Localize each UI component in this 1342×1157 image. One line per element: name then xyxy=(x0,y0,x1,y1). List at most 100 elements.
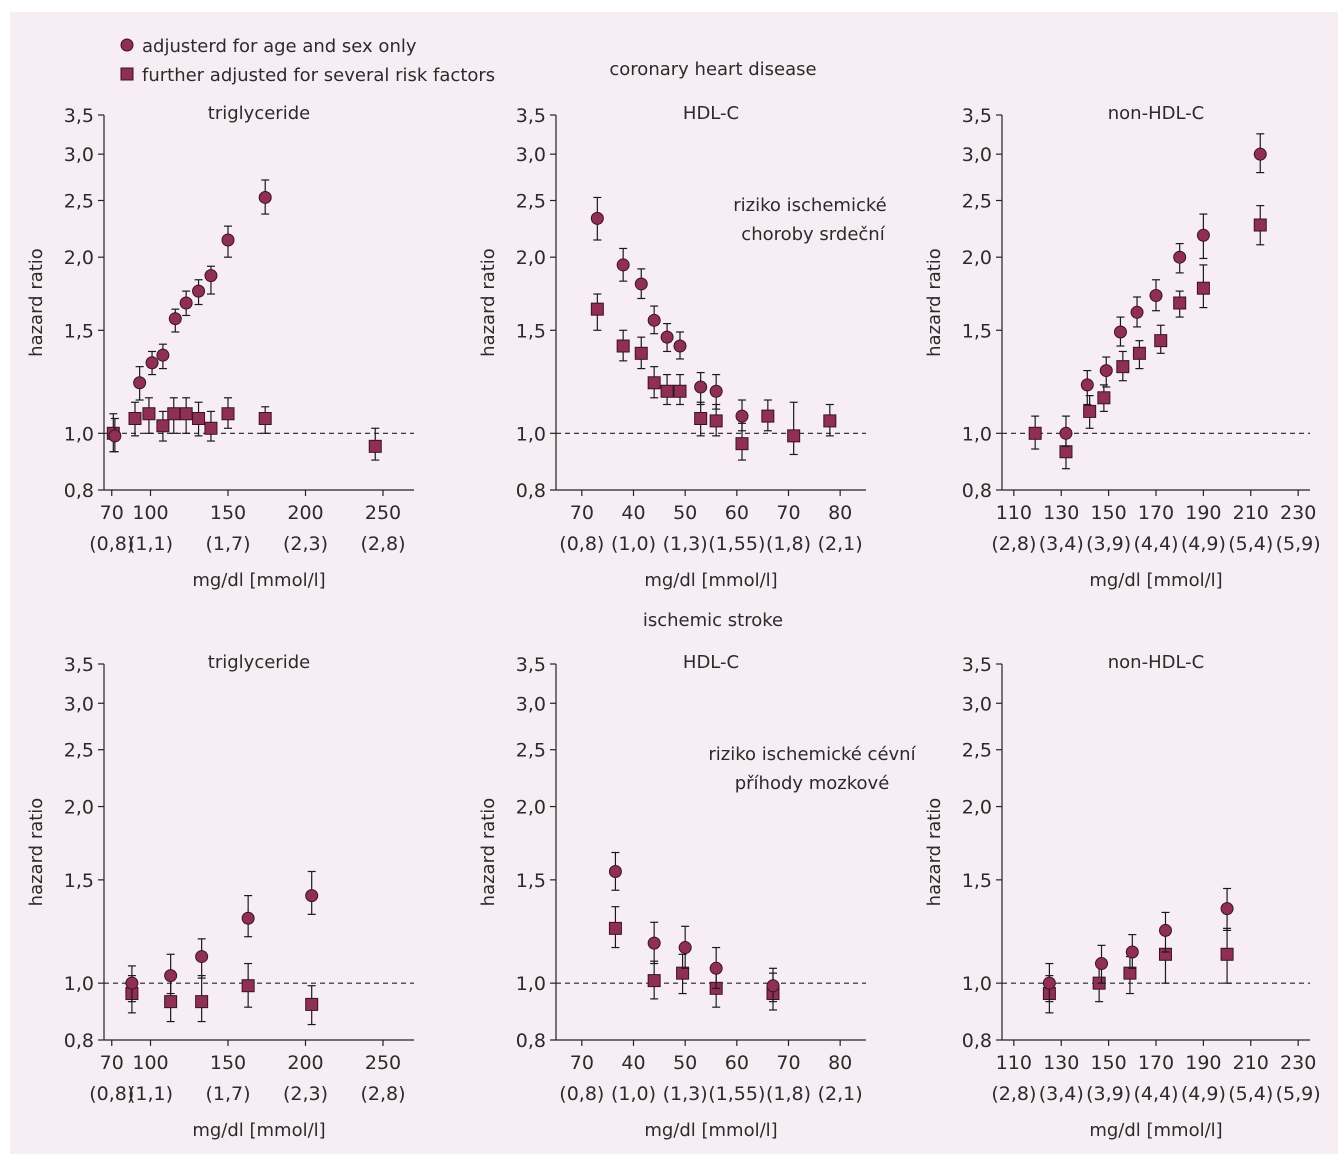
x-tick-sublabel: (4,9) xyxy=(1181,533,1226,555)
annotation-stroke-line1: riziko ischemické cévní xyxy=(708,744,916,765)
data-point-circle xyxy=(205,270,217,282)
data-point-circle xyxy=(710,962,722,974)
data-point-circle xyxy=(1174,251,1186,263)
y-axis-label: hazard ratio xyxy=(26,798,47,907)
panel-title: non-HDL-C xyxy=(1108,103,1205,124)
series-circle xyxy=(126,872,318,1002)
y-tick-label: 3,0 xyxy=(516,693,546,715)
x-tick-label: 70 xyxy=(100,1052,124,1074)
data-point-circle xyxy=(1159,924,1171,936)
x-tick-sublabel: (4,9) xyxy=(1181,1083,1226,1105)
y-tick-label: 2,0 xyxy=(516,247,546,269)
panel-1: 3,5 3,0 2,5 2,0 1,5 1,0 0,8 70 (0,8) 100 (1,1) 150 (… xyxy=(26,103,414,591)
data-point-square xyxy=(1133,347,1145,359)
x-tick-label: 130 xyxy=(1043,1052,1079,1074)
data-point-square xyxy=(736,438,748,450)
data-point-square xyxy=(1084,405,1096,417)
y-axis-label: hazard ratio xyxy=(478,798,499,907)
data-point-square xyxy=(1117,361,1129,373)
legend-square-label: further adjusted for several risk factor… xyxy=(142,65,495,86)
x-tick-label: 70 xyxy=(776,502,800,524)
series-circle xyxy=(609,853,779,1002)
y-axis-label: hazard ratio xyxy=(924,248,945,357)
data-point-square xyxy=(168,408,180,420)
data-point-square xyxy=(259,412,271,424)
panel-2: 3,5 3,0 2,5 2,0 1,5 1,0 0,8 70 (0,8) 40 (1,0) 50 (1,… xyxy=(478,103,866,591)
x-tick-sublabel: (2,3) xyxy=(283,533,328,555)
data-point-circle xyxy=(109,430,121,442)
x-tick-sublabel: (5,9) xyxy=(1276,1083,1321,1105)
data-point-circle xyxy=(661,331,673,343)
data-point-circle xyxy=(609,866,621,878)
x-tick-sublabel: (1,7) xyxy=(205,1083,250,1105)
y-axis-label: hazard ratio xyxy=(478,248,499,357)
data-point-circle xyxy=(196,951,208,963)
data-point-square xyxy=(306,998,318,1010)
x-tick-label: 130 xyxy=(1043,502,1079,524)
data-point-circle xyxy=(1221,903,1233,915)
x-tick-label: 200 xyxy=(287,1052,323,1074)
data-point-circle xyxy=(126,977,138,989)
y-tick-label: 2,0 xyxy=(962,797,992,819)
x-tick-sublabel: (1,8) xyxy=(766,1083,811,1105)
x-tick-label: 60 xyxy=(725,502,749,524)
y-tick-label: 2,0 xyxy=(516,797,546,819)
panel-title: triglyceride xyxy=(208,103,310,124)
x-tick-label: 110 xyxy=(996,1052,1032,1074)
x-tick-label: 250 xyxy=(365,502,401,524)
x-tick-sublabel: (1,8) xyxy=(766,533,811,555)
x-axis-label: mg/dl [mmol/l] xyxy=(644,1120,777,1141)
x-tick-sublabel: (1,0) xyxy=(611,1083,656,1105)
panel-title: triglyceride xyxy=(208,652,310,673)
x-axis-label: mg/dl [mmol/l] xyxy=(192,1120,325,1141)
data-point-circle xyxy=(1060,427,1072,439)
panel-title: HDL-C xyxy=(683,652,739,673)
x-tick-label: 230 xyxy=(1280,502,1316,524)
series-square xyxy=(1043,928,1233,1012)
y-tick-label: 2,0 xyxy=(64,797,94,819)
data-point-circle xyxy=(1254,148,1266,160)
data-point-circle xyxy=(1081,379,1093,391)
y-tick-label: 1,5 xyxy=(962,870,992,892)
data-point-circle xyxy=(591,212,603,224)
y-tick-label: 1,0 xyxy=(64,423,94,445)
y-tick-label: 1,5 xyxy=(962,320,992,342)
x-tick-sublabel: (1,7) xyxy=(205,533,250,555)
y-tick-label: 1,0 xyxy=(64,973,94,995)
panel-title: non-HDL-C xyxy=(1108,652,1205,673)
data-point-square xyxy=(143,408,155,420)
data-point-circle xyxy=(180,297,192,309)
x-tick-label: 100 xyxy=(132,1052,168,1074)
y-tick-label: 3,5 xyxy=(64,654,94,676)
x-tick-label: 150 xyxy=(1090,502,1126,524)
data-point-square xyxy=(674,385,686,397)
x-tick-sublabel: (2,8) xyxy=(360,1083,405,1105)
data-point-circle xyxy=(679,942,691,954)
y-tick-label: 0,8 xyxy=(962,480,992,502)
x-tick-label: 150 xyxy=(1090,1052,1126,1074)
panel-title: HDL-C xyxy=(683,103,739,124)
x-tick-label: 150 xyxy=(210,502,246,524)
y-tick-label: 2,5 xyxy=(962,740,992,762)
data-point-circle xyxy=(648,937,660,949)
x-tick-label: 210 xyxy=(1233,502,1269,524)
y-tick-label: 2,0 xyxy=(64,247,94,269)
x-tick-label: 230 xyxy=(1280,1052,1316,1074)
y-tick-label: 3,5 xyxy=(962,654,992,676)
y-tick-label: 0,8 xyxy=(516,480,546,502)
data-point-circle xyxy=(169,313,181,325)
y-tick-label: 3,0 xyxy=(64,693,94,715)
y-tick-label: 3,0 xyxy=(64,144,94,166)
data-point-square xyxy=(677,967,689,979)
data-point-circle xyxy=(259,191,271,203)
x-tick-sublabel: (2,1) xyxy=(818,1083,863,1105)
x-tick-label: 210 xyxy=(1233,1052,1269,1074)
x-tick-label: 150 xyxy=(210,1052,246,1074)
data-point-square xyxy=(165,996,177,1008)
x-tick-label: 70 xyxy=(570,1052,594,1074)
x-tick-sublabel: (1,0) xyxy=(611,533,656,555)
x-tick-sublabel: (2,3) xyxy=(283,1083,328,1105)
